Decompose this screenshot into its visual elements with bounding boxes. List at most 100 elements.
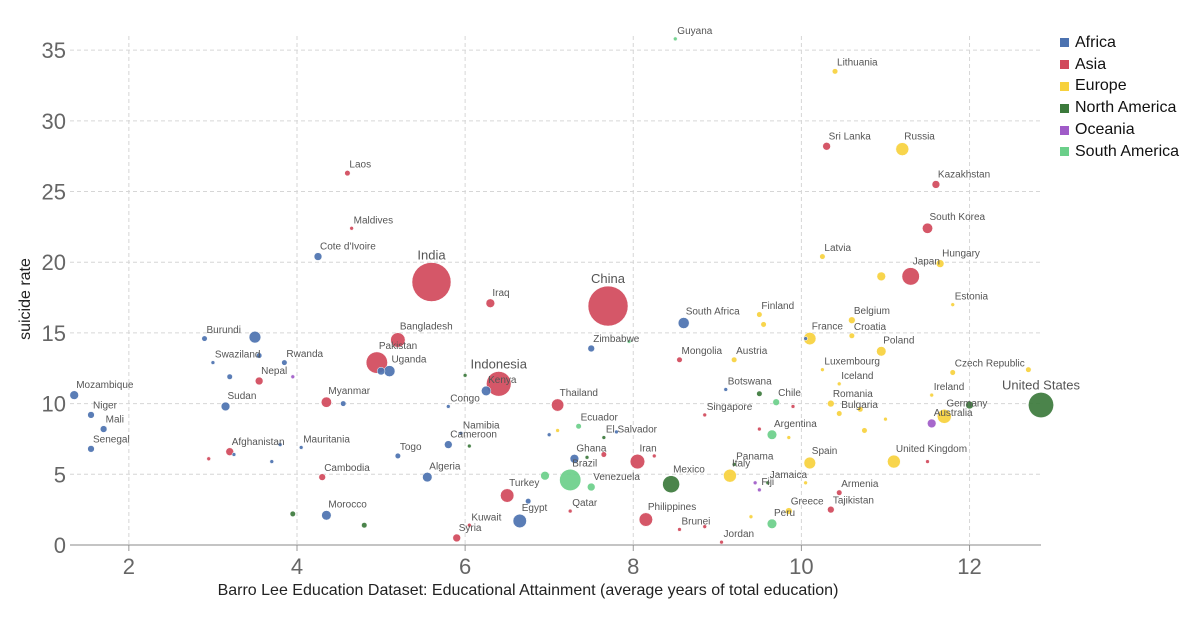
legend-item[interactable]: Africa xyxy=(1060,32,1179,54)
data-label: Indonesia xyxy=(471,356,528,371)
data-point xyxy=(662,475,680,493)
axes: 0 5 10 15 20 25 30 35 2 4 6 8 10 12 xyxy=(42,38,1041,579)
data-label: Croatia xyxy=(854,322,887,333)
data-point xyxy=(255,376,264,386)
data-point xyxy=(677,317,690,329)
data-point xyxy=(269,459,274,464)
data-label: Ghana xyxy=(576,443,606,454)
x-tick-label: 12 xyxy=(957,554,981,579)
data-point xyxy=(766,518,778,529)
data-point xyxy=(950,302,955,307)
data-point xyxy=(422,472,433,483)
data-point xyxy=(383,365,396,377)
data-label: Niger xyxy=(93,401,118,412)
data-label: Bangladesh xyxy=(400,322,453,333)
data-point xyxy=(822,142,831,151)
data-point xyxy=(313,252,323,261)
data-label: Hungary xyxy=(942,249,980,260)
data-point xyxy=(931,180,941,189)
data-point xyxy=(225,447,234,456)
data-point xyxy=(321,396,332,408)
data-point xyxy=(361,522,368,529)
y-tick-label: 25 xyxy=(42,180,66,205)
data-point xyxy=(731,462,737,467)
data-point xyxy=(887,454,901,469)
grid-lines xyxy=(70,36,1041,545)
data-point xyxy=(832,68,839,75)
data-point xyxy=(748,514,754,519)
data-point xyxy=(394,452,401,459)
data-point xyxy=(836,489,843,496)
data-point xyxy=(349,226,354,231)
data-label: Brunei xyxy=(682,516,711,527)
data-label: Kenya xyxy=(488,375,517,386)
data-label: Ireland xyxy=(934,382,965,393)
data-point xyxy=(626,339,632,344)
data-point xyxy=(760,321,767,328)
data-point xyxy=(702,524,707,529)
legend-item[interactable]: North America xyxy=(1060,97,1179,119)
data-label: Maldives xyxy=(354,215,393,226)
data-point xyxy=(87,411,95,419)
legend-item[interactable]: South America xyxy=(1060,141,1179,163)
x-tick-label: 2 xyxy=(123,554,135,579)
data-point xyxy=(390,332,406,348)
data-point xyxy=(555,428,560,433)
legend-swatch xyxy=(1060,147,1069,157)
data-label: Bulgaria xyxy=(841,400,878,411)
data-label: Sudan xyxy=(228,391,257,402)
data-point xyxy=(949,369,956,376)
y-tick-label: 15 xyxy=(42,321,66,346)
data-label: Cameroon xyxy=(450,430,497,441)
data-point xyxy=(290,374,295,379)
y-tick-label: 30 xyxy=(42,109,66,134)
legend-item[interactable]: Oceania xyxy=(1060,119,1179,141)
data-point xyxy=(210,360,216,365)
y-tick-label: 0 xyxy=(54,533,66,558)
data-label: France xyxy=(812,321,844,332)
data-label: Iran xyxy=(639,443,656,454)
data-point xyxy=(601,435,607,440)
legend-item[interactable]: Asia xyxy=(1060,54,1179,76)
data-label: Mongolia xyxy=(682,346,723,357)
data-label: United States xyxy=(1002,377,1081,392)
data-point xyxy=(600,451,607,458)
data-label: Germany xyxy=(946,398,987,409)
data-label: Venezuela xyxy=(593,472,640,483)
data-point xyxy=(318,473,326,481)
data-label: Lithuania xyxy=(837,58,878,69)
data-point xyxy=(486,371,512,397)
data-point xyxy=(69,390,79,400)
data-label: Morocco xyxy=(328,500,367,511)
data-point xyxy=(901,267,920,286)
data-label: South Korea xyxy=(930,212,986,223)
data-label: Italy xyxy=(732,458,750,469)
data-label: India xyxy=(417,248,446,263)
data-point xyxy=(848,332,855,339)
data-points xyxy=(69,36,1054,545)
data-label: Finland xyxy=(761,301,794,312)
legend-item[interactable]: Europe xyxy=(1060,76,1179,98)
legend-label: Europe xyxy=(1075,77,1127,95)
data-label: Czech Republic xyxy=(955,359,1025,370)
data-label: Mauritania xyxy=(303,434,350,445)
data-point xyxy=(231,452,237,457)
data-point xyxy=(569,454,580,464)
data-point xyxy=(827,399,835,408)
data-label: Syria xyxy=(459,523,482,534)
y-tick-label: 10 xyxy=(42,392,66,417)
data-label: Cote d'Ivoire xyxy=(320,242,376,253)
data-point xyxy=(965,400,974,410)
data-point xyxy=(277,442,283,447)
data-label: Senegal xyxy=(93,434,130,445)
data-label: Jordan xyxy=(724,529,755,540)
legend-swatch xyxy=(1060,103,1069,113)
data-point xyxy=(756,311,763,318)
data-point xyxy=(587,285,629,327)
data-label: Japan xyxy=(913,257,940,268)
data-point xyxy=(673,36,678,42)
data-label: Australia xyxy=(934,408,973,419)
data-point xyxy=(629,454,646,470)
data-label: Burundi xyxy=(207,325,241,336)
